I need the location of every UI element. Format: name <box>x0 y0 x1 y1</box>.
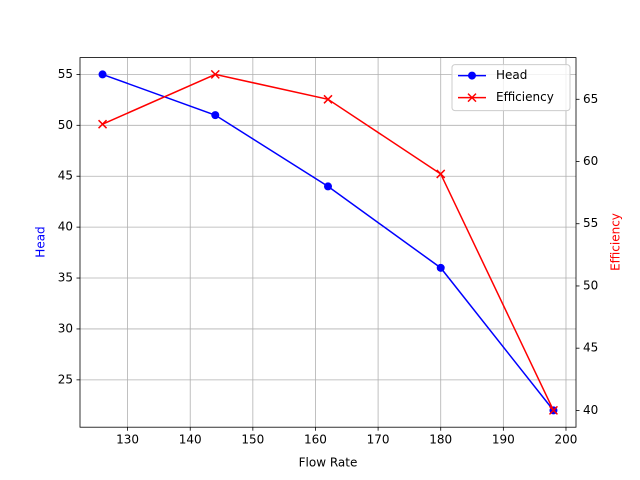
point <box>324 182 332 191</box>
y2-tick-label: 50 <box>583 278 598 292</box>
legend-label: Efficiency <box>496 90 554 104</box>
point <box>211 111 220 120</box>
y-axis-label: Head <box>34 226 48 257</box>
y2-tick-label: 55 <box>583 216 598 230</box>
point <box>548 405 558 415</box>
x-tick-label: 190 <box>492 433 515 447</box>
y-tick-label: 55 <box>58 67 73 81</box>
y2-tick-label: 60 <box>583 154 598 168</box>
y2-tick-label: 45 <box>583 341 598 355</box>
point <box>436 263 445 272</box>
y-tick-label: 40 <box>58 220 73 234</box>
point <box>210 69 220 79</box>
point <box>436 169 446 179</box>
point <box>323 94 333 104</box>
legend-marker <box>468 71 476 80</box>
y-tick-label: 25 <box>58 372 73 386</box>
x-tick-label: 130 <box>116 433 139 447</box>
legend-marker <box>467 93 477 103</box>
legend-label: Head <box>496 68 527 82</box>
point <box>98 70 107 79</box>
x-tick-label: 170 <box>367 433 390 447</box>
x-tick-label: 150 <box>241 433 264 447</box>
y-tick-label: 45 <box>58 169 73 183</box>
x-tick-label: 160 <box>304 433 327 447</box>
y2-tick-label: 65 <box>583 92 598 106</box>
y-tick-label: 50 <box>58 118 73 132</box>
y-tick-label: 35 <box>58 271 73 285</box>
x-tick-label: 180 <box>429 433 452 447</box>
x-tick-label: 200 <box>555 433 578 447</box>
plot-frame <box>79 57 577 428</box>
y-tick-label: 30 <box>58 321 73 335</box>
legend: Head Efficiency <box>451 64 571 112</box>
x-axis-label: Flow Rate <box>299 456 358 470</box>
point <box>98 119 108 129</box>
x-tick-label: 140 <box>179 433 202 447</box>
y2-tick-label: 40 <box>583 403 598 417</box>
y2-axis-label: Efficiency <box>609 213 623 271</box>
